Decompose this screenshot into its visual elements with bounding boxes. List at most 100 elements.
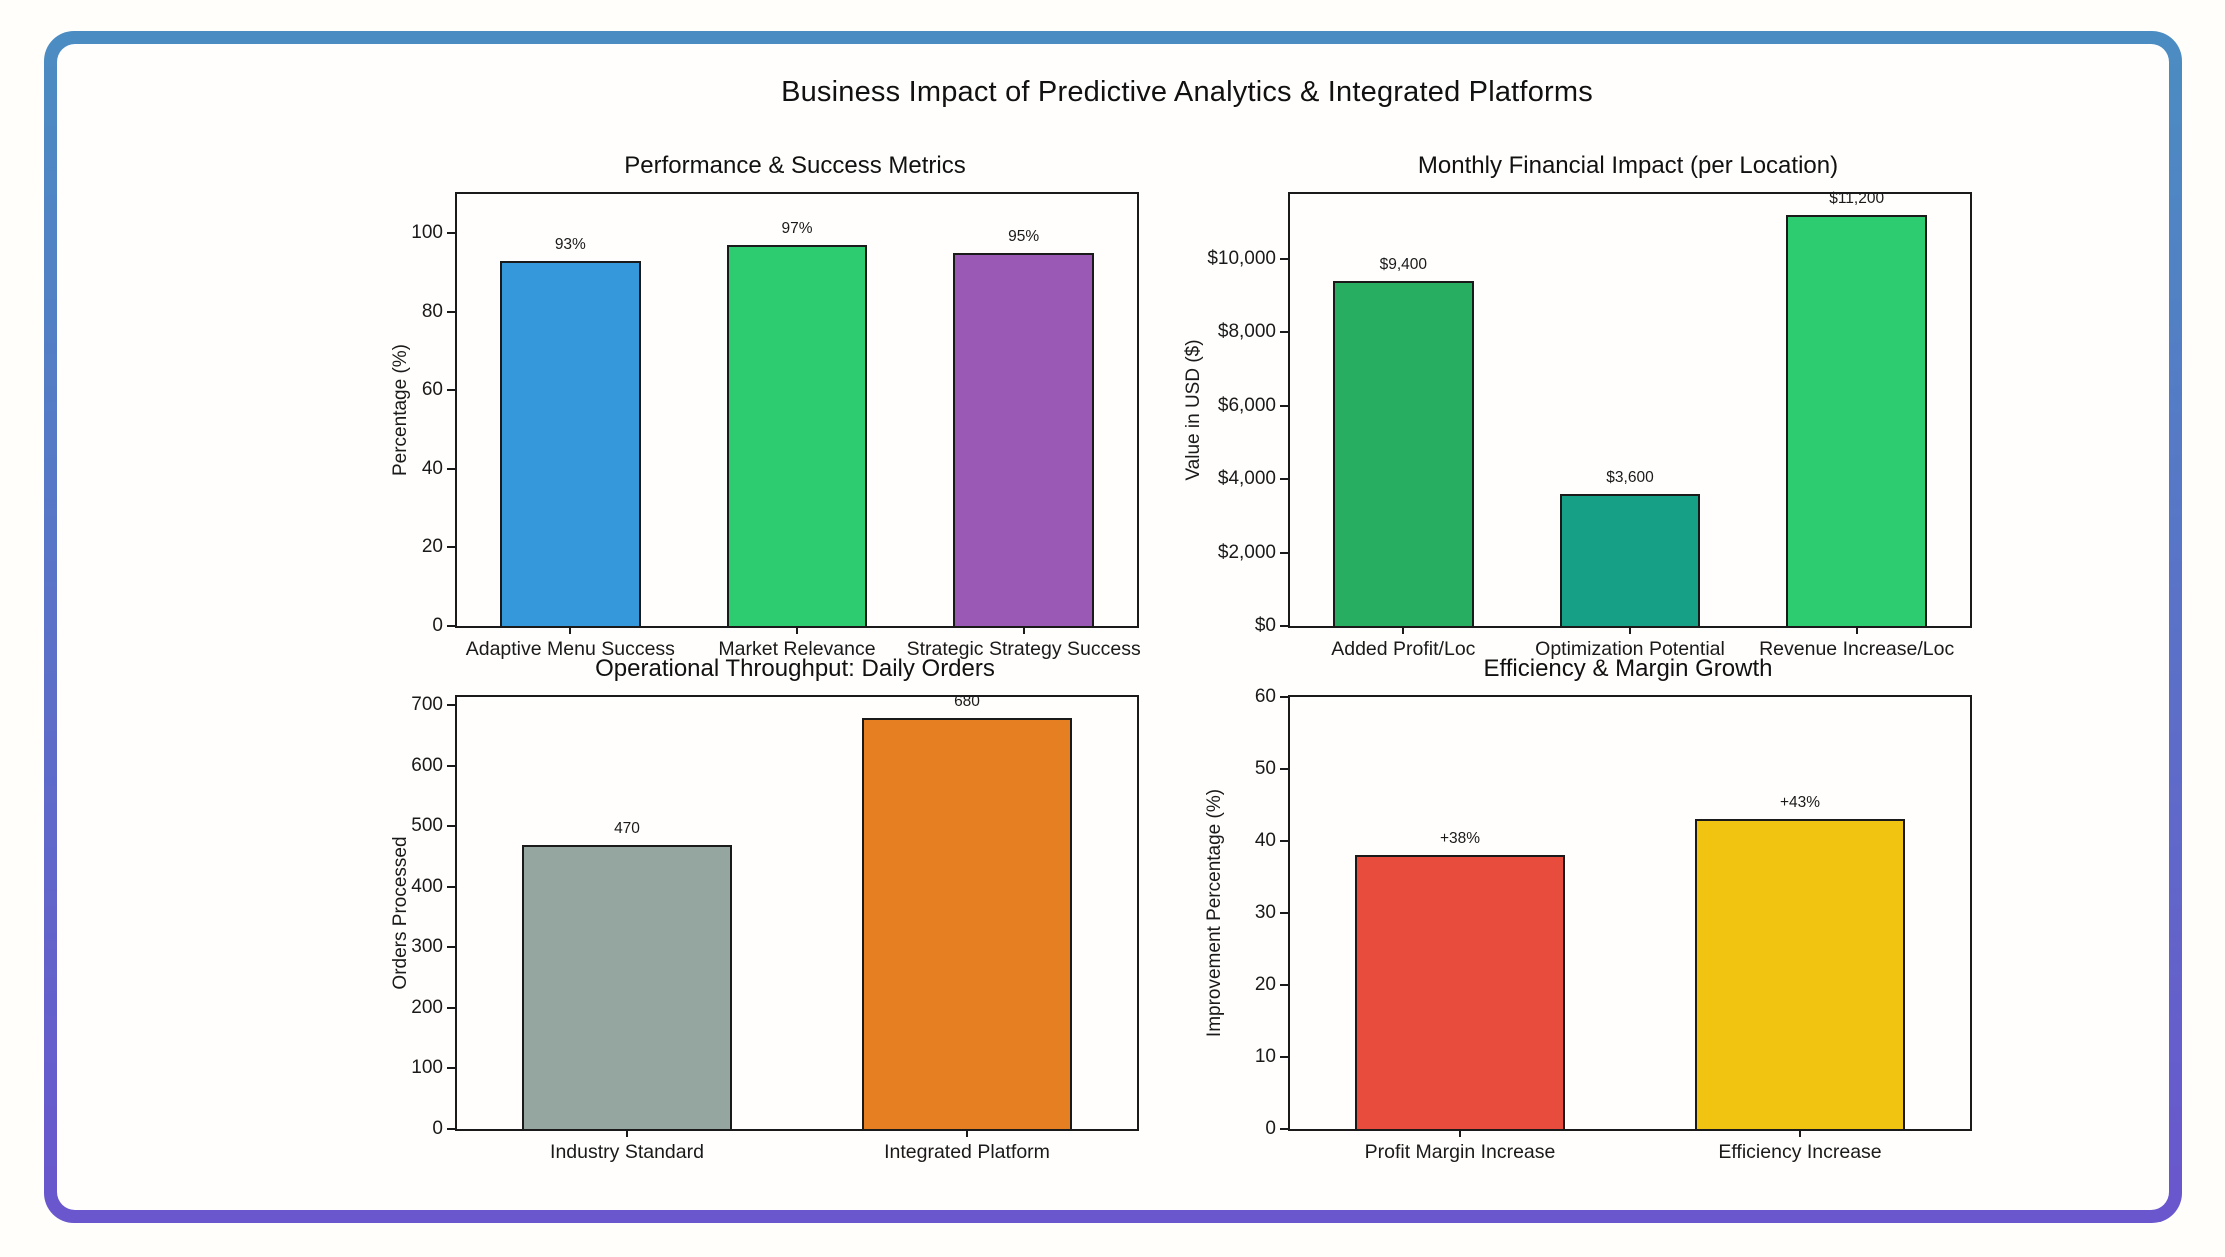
plot-area: Improvement Percentage (%) 0 10 20 30 40 50 60… xyxy=(1204,686,1972,1163)
y-tick-label: 100 xyxy=(411,222,443,244)
bar-efficiency-increase xyxy=(1694,819,1906,1129)
chart-efficiency-margin-growth: Efficiency & Margin Growth Improvement P… xyxy=(1204,655,1972,1163)
y-tick-mark xyxy=(1280,478,1290,481)
bar-added-profit-loc xyxy=(1333,280,1474,626)
y-tick-label: 0 xyxy=(432,1118,443,1139)
x-category-label: Strategic Strategy Success xyxy=(906,638,1141,660)
y-tick-mark xyxy=(447,232,457,235)
plot-area: Percentage (%) 0 20 40 60 80 100 93% Adaptive M… xyxy=(390,192,1141,660)
x-tick-mark xyxy=(1402,626,1405,634)
y-tick-mark xyxy=(1280,984,1290,986)
y-tick-label: $4,000 xyxy=(1217,468,1276,490)
y-tick-mark xyxy=(1280,625,1290,627)
y-tick-mark xyxy=(1280,404,1290,407)
y-tick-label: 60 xyxy=(421,379,443,401)
x-category-label: Industry Standard xyxy=(550,1141,704,1163)
bar-value-label: 97% xyxy=(781,220,813,238)
bar-value-label: 93% xyxy=(554,235,586,253)
y-tick-label: 400 xyxy=(411,875,443,897)
y-tick-label: 20 xyxy=(421,536,443,558)
y-tick-mark xyxy=(1280,1128,1290,1130)
y-tick-mark xyxy=(1280,840,1290,842)
y-tick-label: $10,000 xyxy=(1207,247,1276,269)
x-tick-mark xyxy=(1459,1129,1461,1137)
chart-title: Efficiency & Margin Growth xyxy=(1483,655,1773,682)
y-axis-label: Value in USD ($) xyxy=(1183,339,1204,481)
x-category-label: Integrated Platform xyxy=(884,1141,1050,1163)
x-tick-mark xyxy=(796,626,798,634)
y-tick-mark xyxy=(1280,257,1290,260)
y-tick-mark xyxy=(447,704,457,707)
bar-value-label: 680 xyxy=(954,692,980,710)
y-tick-label: 40 xyxy=(1254,830,1276,851)
bar-value-label: $3,600 xyxy=(1606,468,1654,486)
x-tick-mark xyxy=(966,1129,968,1137)
x-category-label: Market Relevance xyxy=(718,638,876,660)
y-tick-label: 40 xyxy=(421,457,443,479)
y-tick-mark xyxy=(1280,768,1290,770)
y-tick-label: 30 xyxy=(1254,902,1276,923)
bar-value-label: +43% xyxy=(1779,794,1821,812)
y-tick-mark xyxy=(1280,912,1290,914)
y-tick-label: 0 xyxy=(1265,1118,1276,1139)
x-tick-mark xyxy=(1629,626,1631,634)
bar-value-label: +38% xyxy=(1439,830,1481,848)
plot-area: Orders Processed 0 100 200 300 400 500 600 700 4… xyxy=(390,692,1139,1163)
bar-integrated-platform xyxy=(861,717,1073,1129)
y-tick-label: $6,000 xyxy=(1217,394,1276,416)
x-category-label: Added Profit/Loc xyxy=(1331,638,1476,660)
x-tick-mark xyxy=(1799,1129,1801,1137)
y-axis-label: Percentage (%) xyxy=(390,343,411,477)
y-tick-mark xyxy=(1280,1056,1290,1058)
y-tick-label: 0 xyxy=(432,615,443,636)
y-tick-mark xyxy=(447,764,457,767)
chart-title: Performance & Success Metrics xyxy=(624,152,966,179)
x-tick-mark xyxy=(1855,626,1858,634)
y-tick-label: 60 xyxy=(1254,686,1276,707)
bar-strategic-strategy-success xyxy=(953,252,1094,626)
y-tick-label: 200 xyxy=(411,996,443,1018)
y-tick-mark xyxy=(447,310,457,313)
y-tick-mark xyxy=(447,885,457,888)
y-tick-mark xyxy=(447,625,457,627)
y-tick-label: $8,000 xyxy=(1217,321,1276,343)
y-axis-label: Orders Processed xyxy=(390,836,411,990)
bar-market-relevance xyxy=(726,245,868,626)
x-tick-mark xyxy=(569,626,572,634)
y-tick-label: 600 xyxy=(411,754,443,776)
y-tick-label: 700 xyxy=(411,694,443,716)
x-tick-mark xyxy=(626,1129,628,1137)
y-tick-mark xyxy=(447,1006,457,1009)
chart-operational-throughput: Operational Throughput: Daily Orders Ord… xyxy=(390,655,1139,1163)
bar-value-label: 95% xyxy=(1008,227,1040,245)
y-tick-label: $2,000 xyxy=(1217,541,1276,563)
y-tick-mark xyxy=(1280,696,1290,698)
y-tick-mark xyxy=(447,825,457,828)
bar-profit-margin-increase xyxy=(1354,855,1566,1129)
bar-industry-standard xyxy=(521,844,733,1129)
y-tick-label: 500 xyxy=(411,815,443,837)
y-tick-label: 300 xyxy=(411,936,443,958)
y-tick-label: 80 xyxy=(421,300,443,322)
chart-title: Operational Throughput: Daily Orders xyxy=(595,655,995,682)
y-tick-label: 20 xyxy=(1254,974,1276,995)
bar-revenue-increase-loc xyxy=(1786,214,1927,626)
chart-monthly-financial-impact: Monthly Financial Impact (per Location) … xyxy=(1183,152,1972,660)
bar-value-label: $9,400 xyxy=(1379,255,1428,273)
bar-value-label: 470 xyxy=(614,819,640,837)
y-tick-label: 50 xyxy=(1254,758,1276,779)
y-tick-mark xyxy=(447,1067,457,1070)
figure-title: Business Impact of Predictive Analytics … xyxy=(781,76,1593,108)
x-category-label: Adaptive Menu Success xyxy=(465,638,675,660)
y-tick-mark xyxy=(1280,551,1290,554)
x-category-label: Optimization Potential xyxy=(1535,638,1725,660)
bar-adaptive-menu-success xyxy=(500,260,641,626)
plot-area: Value in USD ($) $0 $2,000 $4,000 $6,000 $8,… xyxy=(1183,190,1972,660)
bar-optimization-potential xyxy=(1559,493,1701,626)
y-tick-mark xyxy=(1280,331,1290,334)
x-tick-mark xyxy=(1022,626,1025,634)
x-category-label: Revenue Increase/Loc xyxy=(1759,638,1955,660)
y-tick-label: 100 xyxy=(411,1057,443,1079)
chart-title: Monthly Financial Impact (per Location) xyxy=(1417,152,1839,179)
